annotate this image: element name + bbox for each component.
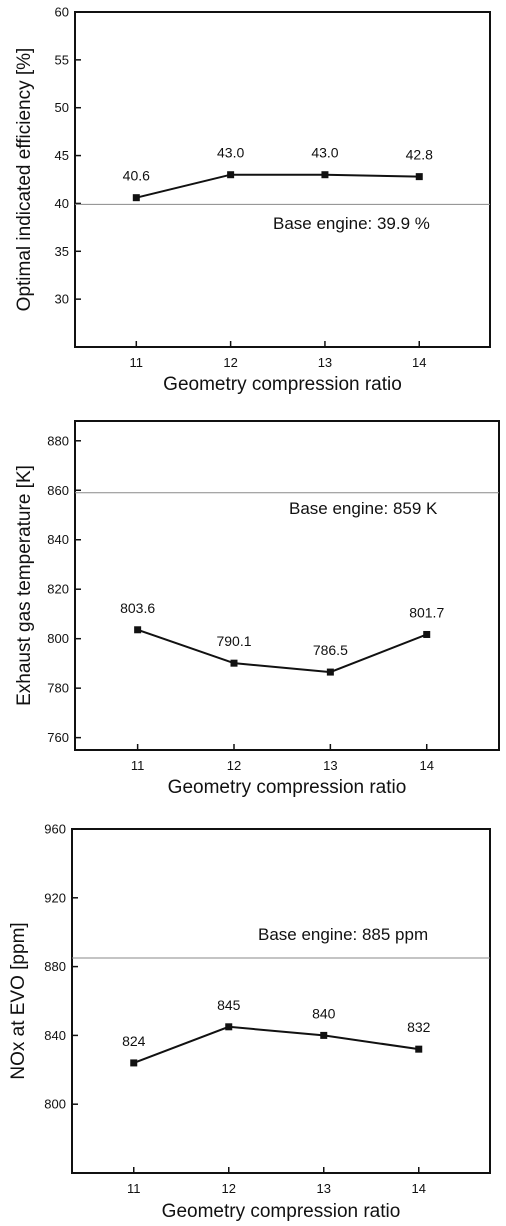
y-tick-label: 820: [47, 582, 69, 597]
chart-panel-2: 760 780 800 820 840 860 880 11 12 13 14 Base engine…: [14, 420, 500, 798]
x-tick-label: 12: [227, 758, 241, 773]
series-line: [137, 628, 428, 674]
y-axis-title: Optimal indicated efficiency [%]: [14, 48, 35, 312]
data-point: [415, 1045, 423, 1053]
base-engine-label: Base engine: 39.9 %: [273, 214, 430, 233]
data-label: 786.5: [313, 642, 348, 658]
y-tick-label: 45: [55, 148, 69, 163]
y-tick-label: 30: [55, 292, 69, 307]
y-axis-title: NOx at EVO [ppm]: [8, 922, 29, 1079]
x-tick-label: 14: [412, 355, 426, 370]
data-point: [326, 668, 334, 676]
y-tick-label: 840: [47, 532, 69, 547]
data-label: 832: [407, 1019, 431, 1035]
x-axis-title: Geometry compression ratio: [168, 777, 407, 798]
x-tick-label: 14: [412, 1181, 426, 1196]
x-tick-label: 14: [419, 758, 433, 773]
y-axis-title: Exhaust gas temperature [K]: [14, 465, 35, 706]
x-axis-title: Geometry compression ratio: [163, 374, 402, 395]
y-tick-label: 35: [55, 244, 69, 259]
y-tick-label: 860: [47, 483, 69, 498]
data-point: [321, 171, 329, 179]
x-tick-label: 11: [130, 355, 144, 370]
y-tick-label: 800: [47, 631, 69, 646]
y-tick-label: 55: [55, 52, 69, 67]
y-tick-label: 40: [55, 196, 69, 211]
y-tick-label: 60: [55, 5, 69, 20]
data-point: [415, 173, 423, 181]
data-label: 840: [312, 1005, 336, 1021]
chart-panel-3: 800 840 880 920 960 11 12 13 14 Base engine: 885 …: [8, 822, 491, 1222]
data-label: 43.0: [311, 145, 338, 161]
y-tick-label: 880: [44, 959, 66, 974]
chart-panel-1: 30 35 40 45 50 55 60 11 12 13 14 Base engine: 39.9 …: [14, 5, 491, 395]
y-tick-label: 800: [44, 1097, 66, 1112]
data-label: 801.7: [409, 604, 444, 620]
data-label: 845: [217, 997, 241, 1013]
y-tick-label: 920: [44, 890, 66, 905]
data-point: [132, 194, 140, 202]
data-point: [423, 630, 431, 638]
y-tick-label: 880: [47, 433, 69, 448]
data-point: [130, 1059, 138, 1067]
x-axis-title: Geometry compression ratio: [162, 1201, 401, 1222]
data-label: 824: [122, 1033, 146, 1049]
y-tick-label: 840: [44, 1028, 66, 1043]
x-tick-label: 13: [318, 355, 332, 370]
data-point: [320, 1031, 328, 1039]
x-tick-label: 11: [127, 1181, 141, 1196]
data-label: 40.6: [123, 168, 150, 184]
data-point: [230, 659, 238, 667]
data-label: 790.1: [216, 633, 251, 649]
x-tick-label: 12: [222, 1181, 236, 1196]
y-tick-label: 780: [47, 681, 69, 696]
y-tick-label: 760: [47, 730, 69, 745]
x-tick-label: 11: [131, 758, 145, 773]
data-point: [134, 626, 142, 634]
x-tick-label: 12: [223, 355, 237, 370]
y-tick-label: 960: [44, 822, 66, 837]
plot-frame: [71, 828, 491, 1174]
data-point: [225, 1023, 233, 1031]
series-line: [133, 1025, 419, 1064]
data-label: 42.8: [406, 147, 433, 163]
data-label: 803.6: [120, 600, 155, 616]
series-line: [136, 173, 420, 199]
base-engine-label: Base engine: 859 K: [289, 499, 438, 518]
y-tick-label: 50: [55, 100, 69, 115]
base-engine-label: Base engine: 885 ppm: [258, 925, 428, 944]
x-tick-label: 13: [317, 1181, 331, 1196]
plot-frame: [74, 420, 500, 751]
data-label: 43.0: [217, 145, 244, 161]
plot-frame: [74, 11, 491, 348]
x-tick-label: 13: [323, 758, 337, 773]
data-point: [227, 171, 235, 179]
